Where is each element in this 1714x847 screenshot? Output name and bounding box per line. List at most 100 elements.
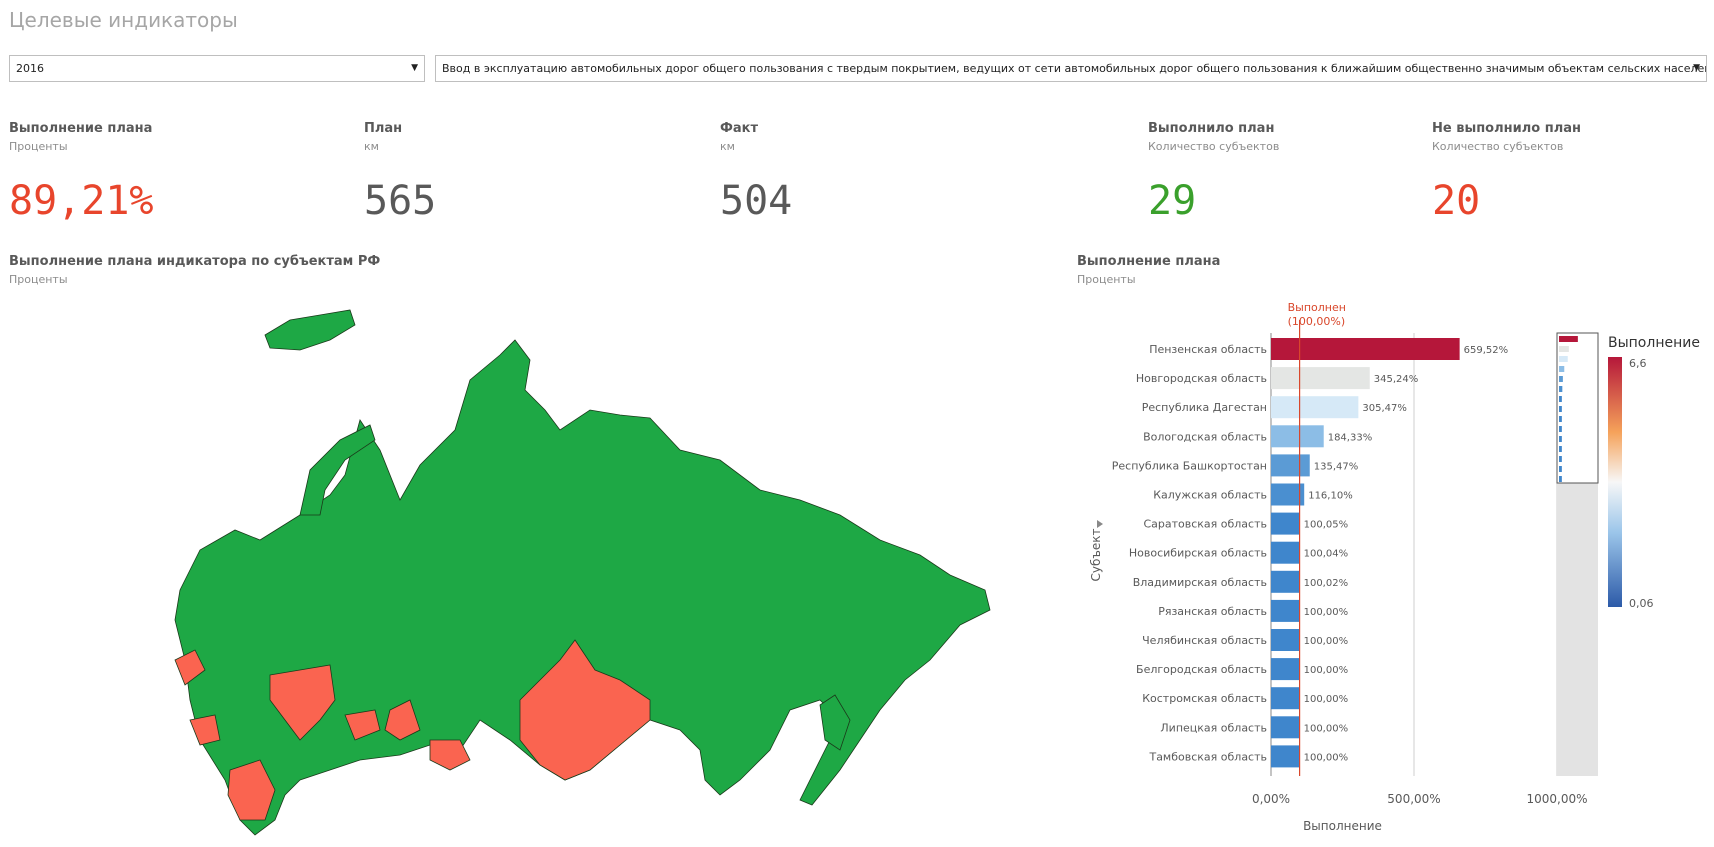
map-region-failed — [269, 664, 336, 741]
mini-bar — [1559, 376, 1563, 382]
mini-bar — [1559, 346, 1569, 352]
map-region-failed — [384, 699, 421, 741]
value-label: 345,24% — [1374, 374, 1419, 385]
y-tick-label: Рязанская область — [1158, 605, 1267, 618]
bar — [1271, 338, 1460, 360]
mini-bar — [1559, 386, 1563, 392]
kpi-value: 29 — [1148, 178, 1197, 224]
colorbar — [1608, 357, 1622, 607]
y-tick-label: Челябинская область — [1142, 634, 1267, 647]
y-tick-label: Новосибирская область — [1129, 547, 1267, 560]
bar — [1271, 541, 1300, 564]
map-region-failed — [227, 759, 276, 821]
y-tick-label: Пензенская область — [1149, 343, 1267, 356]
value-label: 100,00% — [1304, 665, 1349, 676]
mini-bar — [1559, 436, 1562, 442]
value-label: 100,00% — [1304, 752, 1349, 763]
bar — [1271, 483, 1305, 506]
value-label: 135,47% — [1314, 461, 1359, 472]
bar — [1271, 570, 1300, 593]
value-label: 100,02% — [1304, 578, 1349, 589]
colorbar-min: 0,06 — [1629, 597, 1654, 610]
mini-bar — [1559, 466, 1562, 472]
kpi-value: 20 — [1432, 178, 1481, 224]
y-tick-label: Республика Башкортостан — [1112, 459, 1267, 472]
value-label: 100,00% — [1304, 694, 1349, 705]
page-title: Целевые индикаторы — [9, 8, 238, 32]
value-label: 100,05% — [1304, 520, 1349, 531]
mini-bar — [1559, 456, 1562, 462]
value-label: 100,00% — [1304, 723, 1349, 734]
value-label: 184,33% — [1328, 432, 1373, 443]
value-label: 116,10% — [1308, 491, 1353, 502]
kpi-subtitle: Проценты — [9, 140, 68, 153]
y-tick-label: Владимирская область — [1133, 576, 1267, 589]
mini-bar — [1559, 426, 1562, 432]
mini-bar — [1559, 446, 1562, 452]
mini-bar — [1559, 406, 1562, 412]
value-label: 100,00% — [1304, 607, 1349, 618]
value-label: 305,47% — [1362, 403, 1407, 414]
kpi-value: 565 — [364, 178, 437, 224]
map-title: Выполнение плана индикатора по субъектам… — [9, 254, 381, 269]
y-tick-label: Липецкая область — [1160, 721, 1267, 734]
kpi-subtitle: км — [720, 140, 735, 153]
x-tick-label: 1000,00% — [1526, 792, 1587, 806]
kpi-title: План — [364, 121, 403, 136]
map-region-failed — [189, 714, 221, 746]
y-axis-label: Субъект — [1089, 529, 1103, 582]
map-region-failed — [519, 639, 651, 781]
y-tick-label: Республика Дагестан — [1142, 401, 1267, 414]
map-region-failed — [344, 709, 381, 741]
indicator-dropdown[interactable]: Ввод в эксплуатацию автомобильных дорог … — [435, 55, 1707, 82]
mini-bar — [1559, 336, 1578, 342]
y-tick-label: Саратовская область — [1143, 518, 1267, 531]
bar — [1271, 716, 1300, 739]
bar — [1271, 425, 1324, 448]
x-tick-label: 0,00% — [1252, 792, 1290, 806]
x-tick-label: 500,00% — [1387, 792, 1440, 806]
x-axis-label: Выполнение — [1303, 819, 1382, 833]
bar — [1271, 745, 1300, 768]
kpi-value: 89,21% — [9, 178, 154, 224]
map-region — [174, 339, 991, 836]
y-tick-label: Костромская область — [1142, 692, 1267, 705]
mini-bar — [1559, 356, 1568, 362]
y-tick-label: Вологодская область — [1143, 430, 1267, 443]
map-region-failed — [174, 649, 206, 686]
reference-value-label: (100,00%) — [1288, 315, 1346, 328]
year-dropdown[interactable]: 2016 — [9, 55, 425, 82]
kpi-title: Не выполнило план — [1432, 121, 1581, 136]
y-tick-label: Новгородская область — [1136, 372, 1267, 385]
map-region-failed — [429, 739, 471, 771]
map-subtitle: Проценты — [9, 273, 68, 286]
y-tick-label: Калужская область — [1153, 489, 1267, 502]
chart-title: Выполнение плана — [1077, 254, 1221, 269]
colorbar-max: 6,6 — [1629, 357, 1647, 370]
bar — [1271, 512, 1300, 535]
bar — [1271, 629, 1300, 651]
kpi-value: 504 — [720, 178, 793, 224]
scroll-window — [1556, 332, 1599, 484]
map-island — [819, 694, 851, 751]
mini-bar — [1559, 366, 1565, 372]
kpi-subtitle: км — [364, 140, 379, 153]
value-label: 659,52% — [1464, 345, 1509, 356]
bar — [1271, 396, 1359, 419]
map — [174, 309, 991, 836]
mini-bar — [1559, 476, 1562, 482]
y-tick-label: Белгородская область — [1136, 663, 1267, 676]
bar — [1271, 599, 1300, 622]
mini-bar — [1559, 416, 1562, 422]
y-axis-toggle[interactable] — [1097, 520, 1103, 528]
kpi-title: Выполнение плана — [9, 121, 153, 136]
bar-chart: 0,00% 500,00% 1000,00% Выполнение Субъект Пен… — [1089, 301, 1700, 833]
kpi-title: Факт — [720, 121, 759, 136]
value-label: 100,04% — [1304, 549, 1349, 560]
bar — [1271, 687, 1300, 710]
bar — [1271, 658, 1300, 681]
kpi-subtitle: Количество субъектов — [1432, 140, 1564, 153]
map-island — [264, 309, 356, 351]
reference-label: Выполнен — [1288, 301, 1346, 314]
